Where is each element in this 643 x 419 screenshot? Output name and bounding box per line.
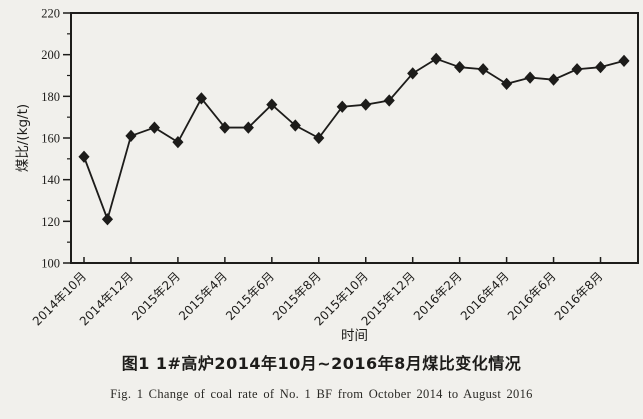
y-tick-label: 160 bbox=[41, 132, 60, 146]
data-point-marker bbox=[125, 129, 137, 143]
data-point-marker bbox=[430, 52, 442, 65]
figure-caption-english: Fig. 1 Change of coal rate of No. 1 BF f… bbox=[110, 387, 533, 401]
data-point-marker bbox=[195, 92, 207, 105]
data-point-marker bbox=[594, 61, 607, 74]
x-tick-label: 2016年6月 bbox=[505, 269, 559, 323]
data-point-marker bbox=[148, 121, 161, 134]
data-point-marker bbox=[360, 98, 372, 111]
data-point-marker bbox=[524, 71, 536, 84]
x-tick-label: 2015年6月 bbox=[223, 269, 277, 323]
x-axis-title: 时间 bbox=[341, 328, 368, 344]
plot-border bbox=[70, 12, 639, 264]
y-tick-label: 200 bbox=[41, 48, 60, 62]
x-tick-label: 2015年2月 bbox=[129, 269, 183, 323]
x-tick-label: 2016年2月 bbox=[411, 269, 465, 323]
data-point-marker bbox=[313, 131, 325, 145]
data-point-marker bbox=[547, 73, 560, 86]
data-point-marker bbox=[501, 77, 513, 90]
data-point-marker bbox=[477, 63, 489, 76]
x-tick-label: 2015年4月 bbox=[176, 269, 230, 323]
data-point-marker bbox=[289, 119, 301, 132]
y-tick-label: 220 bbox=[41, 7, 60, 21]
data-point-marker bbox=[618, 54, 630, 68]
y-tick-label: 140 bbox=[41, 173, 60, 187]
data-point-marker bbox=[571, 63, 583, 76]
figure-caption-chinese: 图1 1#高炉2014年10月~2016年8月煤比变化情况 bbox=[121, 354, 522, 373]
y-tick-label: 180 bbox=[41, 90, 60, 104]
data-point-marker bbox=[383, 94, 395, 107]
data-point-marker bbox=[242, 121, 254, 134]
data-point-marker bbox=[172, 136, 184, 149]
data-point-marker bbox=[454, 61, 466, 74]
x-tick-label: 2016年8月 bbox=[552, 269, 606, 323]
data-point-marker bbox=[266, 98, 278, 111]
data-point-marker bbox=[101, 213, 114, 226]
y-tick-label: 100 bbox=[41, 257, 60, 271]
data-point-marker bbox=[336, 100, 348, 113]
series-line bbox=[83, 57, 625, 221]
coal-ratio-line-chart: 1001201401601802002202014年10月2014年12月201… bbox=[15, 7, 639, 344]
data-point-marker bbox=[219, 121, 231, 134]
data-point-marker bbox=[407, 67, 419, 80]
x-tick-label: 2016年4月 bbox=[458, 269, 512, 323]
data-point-marker bbox=[78, 150, 90, 163]
y-axis-title: 煤比/(kg/t) bbox=[15, 104, 31, 172]
y-tick-label: 120 bbox=[41, 215, 60, 229]
